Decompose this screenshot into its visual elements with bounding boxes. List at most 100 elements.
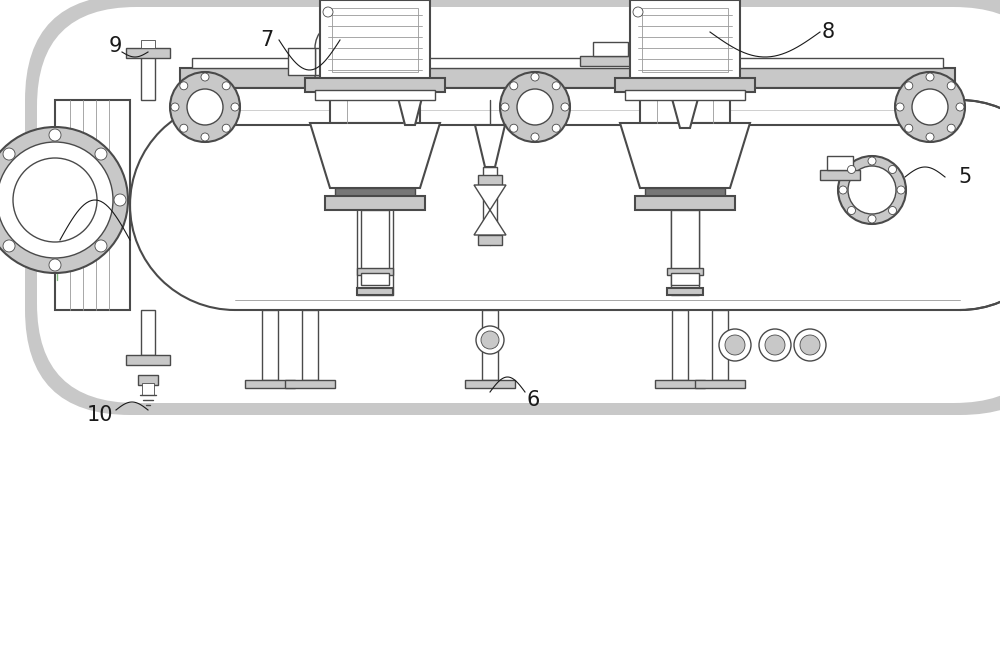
Circle shape [895, 72, 965, 142]
Bar [126, 48, 170, 58]
Circle shape [201, 133, 209, 141]
Circle shape [765, 335, 785, 355]
Bar [625, 90, 745, 100]
Text: 6: 6 [526, 390, 540, 410]
Circle shape [13, 158, 97, 242]
Bar [285, 380, 335, 388]
Circle shape [838, 156, 906, 224]
Bar [615, 78, 755, 92]
Bar [357, 268, 393, 275]
Circle shape [510, 124, 518, 132]
Circle shape [847, 206, 855, 214]
Circle shape [868, 157, 876, 165]
Circle shape [3, 240, 15, 252]
Bar [141, 310, 155, 355]
Circle shape [187, 89, 223, 125]
Bar [671, 95, 699, 295]
Circle shape [956, 103, 964, 111]
Bar [671, 273, 699, 285]
Bar [361, 210, 389, 270]
Bar [126, 355, 170, 365]
Bar [55, 100, 130, 310]
Circle shape [725, 335, 745, 355]
Bar [325, 196, 425, 210]
Bar [180, 68, 955, 88]
Circle shape [531, 73, 539, 81]
Circle shape [947, 124, 955, 132]
Bar [141, 55, 155, 100]
Text: 1: 1 [53, 230, 67, 250]
Polygon shape [315, 48, 393, 75]
Polygon shape [671, 95, 699, 128]
Bar [141, 40, 155, 48]
Bar [320, 0, 430, 80]
Bar [288, 48, 315, 75]
Circle shape [49, 129, 61, 141]
Circle shape [180, 124, 188, 132]
Polygon shape [396, 90, 424, 125]
Bar [262, 310, 278, 380]
Bar [305, 78, 445, 92]
Circle shape [839, 186, 847, 194]
Circle shape [180, 82, 188, 90]
Circle shape [501, 103, 509, 111]
Bar [667, 268, 703, 275]
Circle shape [517, 89, 553, 125]
Circle shape [897, 186, 905, 194]
Text: 10: 10 [87, 405, 113, 425]
Polygon shape [475, 125, 505, 167]
Circle shape [201, 73, 209, 81]
Circle shape [510, 82, 518, 90]
Circle shape [848, 166, 896, 214]
Bar [357, 75, 393, 295]
Bar [640, 58, 730, 123]
Bar [593, 42, 628, 56]
Circle shape [500, 72, 570, 142]
Circle shape [947, 82, 955, 90]
Polygon shape [620, 123, 750, 188]
Circle shape [222, 82, 230, 90]
Bar [712, 310, 728, 380]
Circle shape [905, 124, 913, 132]
Circle shape [926, 73, 934, 81]
Circle shape [222, 124, 230, 132]
Circle shape [912, 89, 948, 125]
Bar [465, 380, 515, 388]
Bar [142, 383, 154, 395]
Bar [483, 167, 497, 240]
Circle shape [170, 72, 240, 142]
Bar [820, 170, 860, 180]
Bar [630, 0, 740, 80]
Bar [478, 175, 502, 185]
Circle shape [0, 142, 113, 258]
Polygon shape [310, 123, 440, 188]
Bar [695, 380, 745, 388]
FancyBboxPatch shape [25, 0, 1000, 415]
FancyBboxPatch shape [37, 7, 1000, 403]
Polygon shape [474, 185, 506, 235]
Bar [357, 288, 393, 295]
Circle shape [926, 133, 934, 141]
Circle shape [476, 326, 504, 354]
Bar [330, 58, 420, 123]
Circle shape [481, 331, 499, 349]
Circle shape [171, 103, 179, 111]
Bar [580, 56, 640, 66]
Bar [245, 380, 295, 388]
Bar [200, 88, 935, 125]
Circle shape [759, 329, 791, 361]
Circle shape [868, 215, 876, 223]
Circle shape [114, 194, 126, 206]
Circle shape [847, 165, 855, 174]
Circle shape [231, 103, 239, 111]
Circle shape [552, 124, 560, 132]
Bar [138, 375, 158, 385]
Circle shape [323, 7, 333, 17]
Bar [361, 273, 389, 285]
Circle shape [889, 206, 897, 214]
Circle shape [800, 335, 820, 355]
Circle shape [531, 133, 539, 141]
Bar [667, 288, 703, 295]
Bar [478, 235, 502, 245]
Bar [671, 210, 699, 270]
